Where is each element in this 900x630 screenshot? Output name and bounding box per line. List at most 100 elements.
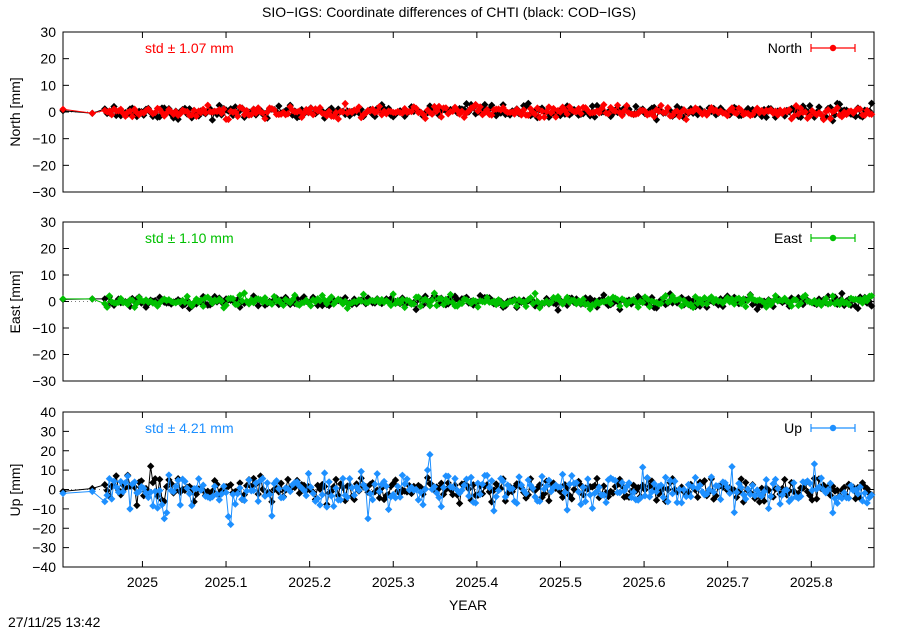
series-up-point: [249, 486, 258, 495]
series-up-point: [810, 460, 819, 468]
series-east-point: [698, 300, 706, 308]
ytick-label-north: 30: [40, 24, 56, 40]
series-up-point: [398, 471, 407, 479]
series-up-point: [666, 476, 674, 485]
ytick-label-north: 0: [48, 104, 56, 120]
series-up-point: [538, 472, 546, 481]
series-up-point: [508, 484, 516, 493]
series-east-point: [417, 302, 425, 310]
series-up-point: [748, 481, 757, 490]
series-up-point: [272, 477, 281, 485]
series-up-point: [224, 512, 233, 521]
xticks-up: [63, 412, 874, 567]
series-up-point: [336, 496, 345, 504]
series-up-point: [790, 479, 798, 487]
series-up-point: [401, 480, 409, 488]
series-east-point: [103, 303, 111, 311]
series-up-point: [156, 486, 164, 495]
series-up-point: [465, 492, 473, 500]
series-up-point: [568, 472, 576, 480]
ytick-label-east: 0: [48, 294, 56, 310]
reference-north-point: [174, 115, 182, 123]
series-up-point: [185, 490, 194, 498]
series-east-point: [240, 289, 249, 297]
series-north-point: [833, 104, 841, 112]
series-east-point: [229, 295, 237, 303]
ytick-label-up: 10: [40, 462, 56, 478]
ytick-label-up: −20: [32, 520, 56, 536]
xtick-label: 2025.7: [706, 574, 749, 590]
ylabel-east: East [mm]: [7, 270, 23, 333]
series-up-point: [652, 488, 661, 496]
series-up-point: [671, 477, 679, 485]
series-up-point: [854, 490, 862, 498]
reference-up-point: [449, 490, 457, 499]
series-up-point: [243, 487, 251, 495]
series-up-point: [542, 482, 551, 490]
series-up-point: [343, 493, 352, 501]
series-up-point: [172, 482, 180, 491]
reference-up-point: [455, 499, 464, 508]
series-up-point: [108, 495, 116, 503]
series-up-point: [643, 474, 651, 482]
series-east-point: [233, 300, 242, 309]
xtick-label: 2025.8: [790, 574, 833, 590]
series-up-point: [806, 479, 814, 487]
series-up-point: [675, 485, 684, 494]
series-north-point: [867, 110, 876, 118]
series-north-point: [488, 111, 496, 119]
series-east-point: [829, 292, 837, 300]
series-east-point: [634, 303, 642, 311]
series-up-point: [648, 488, 656, 496]
series-north-point: [517, 111, 526, 119]
legend-marker-north: [810, 44, 856, 52]
data-series-up: [59, 450, 876, 529]
series-up-point: [368, 496, 377, 504]
series-up-point: [279, 493, 288, 502]
reference-north-point: [588, 102, 597, 110]
series-east-point: [401, 303, 409, 312]
series-north-point: [259, 109, 267, 117]
series-east-point: [414, 293, 423, 301]
series-up-point: [797, 492, 805, 501]
series-up-point: [423, 466, 432, 474]
series-up-point: [490, 507, 498, 515]
legend-north: North: [768, 40, 856, 56]
reference-up-point: [652, 496, 661, 504]
series-up-point: [513, 499, 521, 507]
reference-up-point: [742, 478, 750, 487]
legend-label-east: East: [774, 230, 802, 246]
series-up-point: [211, 482, 219, 490]
reference-east-point: [854, 304, 862, 313]
series-east-point: [88, 295, 96, 303]
series-up-point: [499, 477, 507, 485]
series-up-point: [650, 480, 658, 488]
ytick-label-east: −10: [32, 320, 56, 336]
series-up-point: [437, 502, 445, 511]
series-north-point: [682, 115, 690, 124]
series-up-point: [467, 473, 475, 482]
series-up-point: [673, 498, 681, 507]
xtick-label: 2025.3: [372, 574, 415, 590]
reference-up-point: [112, 472, 120, 480]
series-north-point: [190, 106, 198, 115]
series-east-point: [616, 302, 624, 310]
series-up-point: [522, 489, 530, 498]
series-up-point: [384, 505, 393, 514]
reference-up-point: [151, 475, 159, 483]
series-up-point: [625, 479, 633, 487]
series-east-point: [446, 290, 455, 299]
std-label-up: std ± 4.21 mm: [145, 420, 234, 436]
series-up-point: [730, 508, 738, 517]
reference-east-point: [838, 289, 846, 298]
series-east-point: [797, 299, 805, 307]
series-up-point: [645, 493, 654, 501]
ytick-label-up: 40: [40, 404, 56, 420]
series-east-point: [426, 301, 434, 310]
series-east-point: [105, 292, 114, 300]
reference-up-point: [156, 475, 164, 484]
reference-up-point: [813, 495, 821, 503]
reference-up-point: [540, 490, 548, 498]
series-east-point: [771, 292, 780, 300]
series-up-point: [501, 493, 510, 501]
